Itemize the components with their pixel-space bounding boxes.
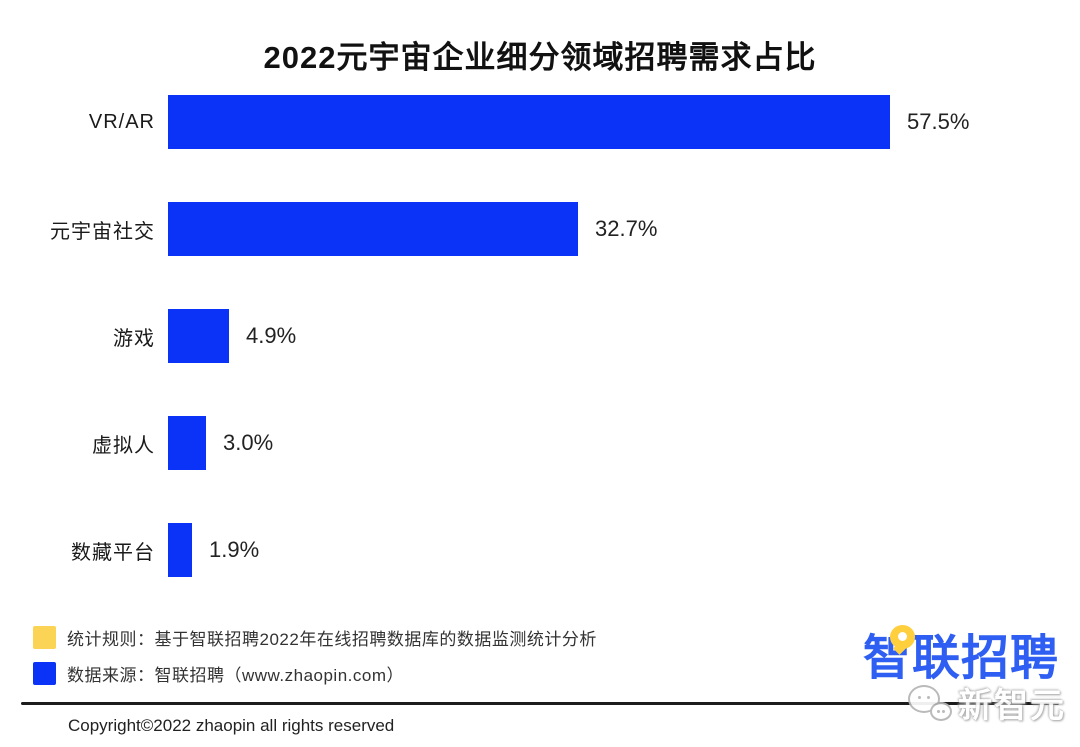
bar-track: 57.5% — [168, 95, 969, 149]
watermark-text: 新智元 — [958, 687, 1066, 725]
legend-item: 数据来源：智联招聘（www.zhaopin.com） — [33, 661, 597, 686]
category-label: 虚拟人 — [92, 434, 155, 457]
category-label: 数藏平台 — [71, 541, 155, 564]
bar-track: 3.0% — [168, 416, 946, 470]
legend: 统计规则：基于智联招聘2022年在线招聘数据库的数据监测统计分析 数据来源：智联… — [33, 625, 597, 697]
bar-row: 游戏 4.9% — [13, 309, 1080, 363]
bar — [168, 416, 206, 470]
copyright-text: Copyright©2022 zhaopin all rights reserv… — [68, 716, 395, 735]
bar-track: 32.7% — [168, 202, 946, 256]
legend-label: 统计规则：基于智联招聘2022年在线招聘数据库的数据监测统计分析 — [67, 630, 597, 649]
logo-bubble-icon — [889, 625, 915, 649]
bar — [168, 523, 192, 577]
watermark: 新智元 — [908, 678, 1066, 727]
category-label: VR/AR — [88, 110, 155, 133]
category-label: 游戏 — [113, 327, 155, 350]
bar — [168, 309, 229, 363]
category-label: 元宇宙社交 — [50, 220, 155, 243]
bar-row: 虚拟人 3.0% — [13, 416, 1080, 470]
divider-line — [21, 702, 1059, 705]
value-label: 57.5% — [907, 109, 970, 134]
legend-item: 统计规则：基于智联招聘2022年在线招聘数据库的数据监测统计分析 — [33, 625, 597, 650]
wechat-icon — [908, 683, 952, 723]
legend-label: 数据来源：智联招聘（www.zhaopin.com） — [67, 666, 405, 685]
bar-rows: VR/AR 57.5% 元宇宙社交 32.7% 游戏 4.9% 虚拟人 3.0%… — [13, 95, 1080, 577]
zhaopin-logo: 智联招聘 — [863, 625, 1059, 690]
legend-swatch — [33, 662, 56, 685]
bar-chart: VR/AR 57.5% 元宇宙社交 32.7% 游戏 4.9% 虚拟人 3.0%… — [13, 95, 1080, 630]
bar — [168, 95, 890, 149]
bar-row: 数藏平台 1.9% — [13, 523, 1080, 577]
bar-track: 4.9% — [168, 309, 946, 363]
value-label: 4.9% — [246, 323, 297, 348]
value-label: 32.7% — [595, 216, 658, 241]
value-label: 3.0% — [223, 430, 274, 455]
bar-row: 元宇宙社交 32.7% — [13, 202, 1080, 256]
bar-track: 1.9% — [168, 523, 946, 577]
bar-row: VR/AR 57.5% — [13, 95, 1080, 149]
chart-title: 2022元宇宙企业细分领域招聘需求占比 — [263, 40, 817, 75]
value-label: 1.9% — [209, 537, 260, 562]
bar — [168, 202, 578, 256]
legend-swatch — [33, 626, 56, 649]
